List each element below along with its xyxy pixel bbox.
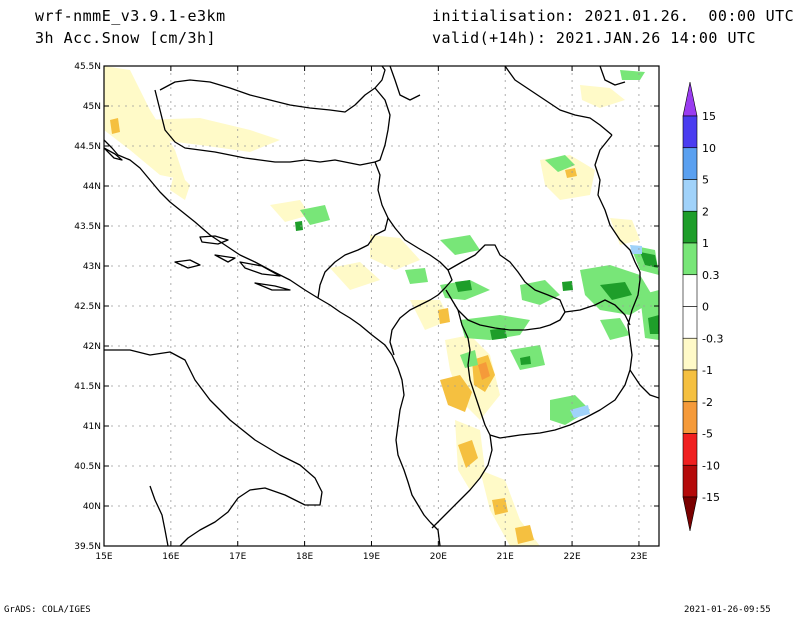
colorbar-top-arrow	[682, 81, 698, 117]
colorbar-bottom-arrow	[682, 496, 698, 532]
valid-time: valid(+14h): 2021.JAN.26 14:00 UTC	[432, 29, 757, 47]
colorbar-label: -0.3	[702, 332, 723, 345]
colorbar-swatch	[682, 401, 698, 434]
colorbar-swatch	[682, 115, 698, 149]
colorbar-label: -1	[702, 364, 713, 377]
kosovo-border	[445, 244, 566, 331]
coastlines-borders	[104, 66, 659, 546]
colorbar-label: 0	[702, 301, 709, 314]
colorbar-swatch	[682, 210, 698, 244]
colorbar: 15 10 5 2 1 0.3 0 -0.3 -1 -2 -5 -10 -15	[682, 81, 723, 532]
lon-tick-label: 17E	[229, 552, 246, 562]
lon-tick-label: 15E	[95, 552, 112, 562]
heavy-snow-areas	[478, 362, 490, 380]
lon-tick-label: 21E	[497, 552, 514, 562]
lat-tick-label: 39.5N	[74, 542, 101, 552]
colorbar-label: -5	[702, 428, 713, 441]
colorbar-swatch	[682, 242, 698, 276]
adriatic-east-coast	[104, 139, 431, 523]
lat-tick-label: 40N	[83, 502, 101, 512]
model-title: wrf-nmmE_v3.9.1-e3km	[35, 7, 226, 25]
albania-east-border	[457, 309, 501, 439]
island-1	[199, 235, 229, 245]
colorbar-swatch	[682, 306, 698, 339]
colorbar-label: 10	[702, 142, 716, 155]
lon-tick-label: 20E	[430, 552, 447, 562]
footer-credit: GrADS: COLA/IGES	[4, 605, 91, 615]
colorbar-label: 5	[702, 174, 709, 187]
footer-timestamp: 2021-01-26-09:55	[684, 605, 771, 615]
lat-tick-label: 43.5N	[74, 222, 101, 232]
italy-coast	[104, 349, 323, 546]
colorbar-label: 1	[702, 237, 709, 250]
lat-tick-label: 44.5N	[74, 142, 101, 152]
macedonia-border	[499, 272, 641, 439]
colorbar-label: 2	[702, 205, 709, 218]
colorbar-swatch	[682, 179, 698, 212]
colorbar-label: 0.3	[702, 269, 720, 282]
variable-title: 3h Acc.Snow [cm/3h]	[35, 29, 217, 47]
lat-tick-label: 44N	[83, 182, 101, 192]
colorbar-swatch	[682, 369, 698, 403]
lat-tick-label: 41N	[83, 422, 101, 432]
colorbar-label: -10	[702, 459, 720, 472]
croatia-bosnia-border	[154, 89, 389, 299]
lon-tick-label: 18E	[296, 552, 313, 562]
lat-tick-label: 42N	[83, 342, 101, 352]
colorbar-label: -2	[702, 396, 713, 409]
lat-tick-label: 43N	[83, 262, 101, 272]
colorbar-swatch	[682, 274, 698, 307]
init-time: initialisation: 2021.01.26. 00:00 UTC	[432, 7, 795, 25]
greece-albania-border	[431, 434, 493, 529]
island-5	[214, 254, 236, 263]
colorbar-swatch	[682, 464, 698, 498]
lon-tick-label: 22E	[564, 552, 581, 562]
lon-tick-label: 23E	[630, 552, 647, 562]
montenegro-border	[387, 217, 453, 356]
colorbar-swatch	[682, 147, 698, 180]
lat-tick-label: 40.5N	[74, 462, 101, 472]
lat-tick-label: 45N	[83, 102, 101, 112]
lat-tick-label: 41.5N	[74, 382, 101, 392]
lat-tick-label: 45.5N	[74, 62, 101, 72]
colorbar-swatch	[682, 433, 698, 466]
lon-tick-label: 19E	[363, 552, 380, 562]
map-axes: 15E 16E 17E 18E 19E 20E 21E 22E 23E 45.5N 45N 44.5N…	[74, 62, 659, 562]
light-blue-areas	[570, 245, 642, 418]
colorbar-label: -15	[702, 491, 720, 504]
colorbar-swatch	[682, 337, 698, 371]
lat-tick-label: 42.5N	[74, 302, 101, 312]
island-2	[174, 259, 201, 269]
northern-border	[159, 66, 386, 113]
lon-tick-label: 16E	[162, 552, 179, 562]
colorbar-label: 15	[702, 110, 716, 123]
moderate-rain-areas	[295, 221, 659, 365]
island-4	[254, 282, 291, 291]
island-3	[239, 261, 281, 277]
moderate-snow-areas	[110, 118, 577, 544]
